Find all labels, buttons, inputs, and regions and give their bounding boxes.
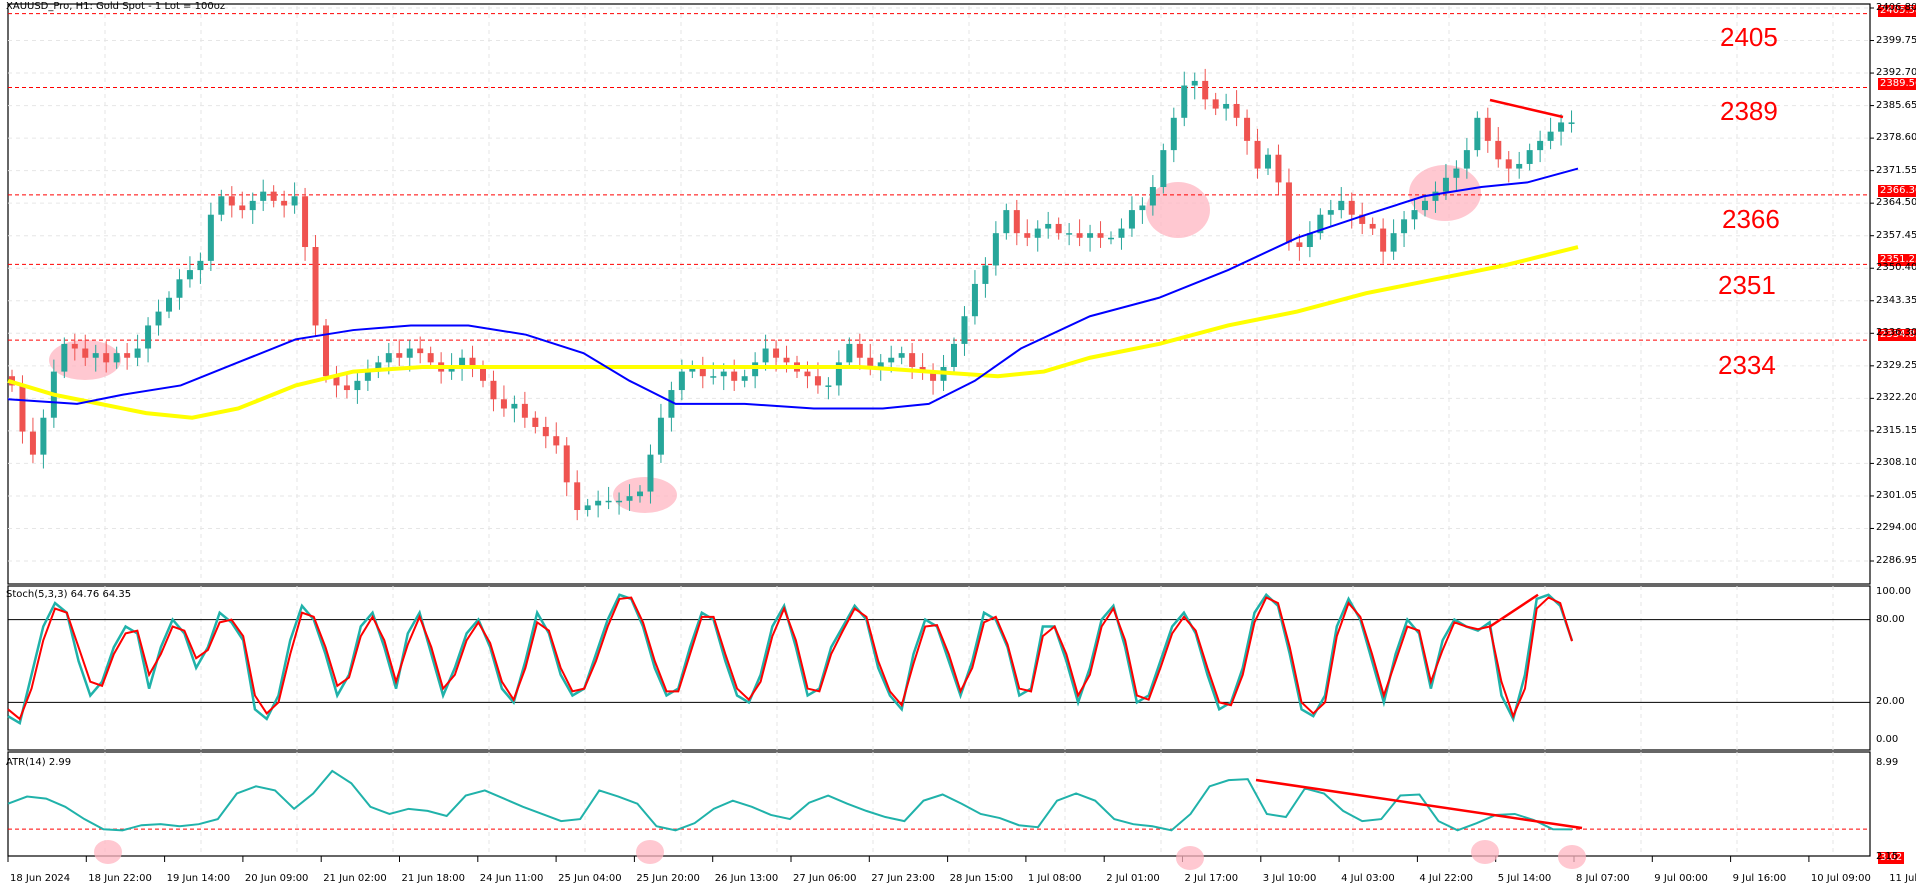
time-axis-label: 4 Jul 22:00 xyxy=(1419,873,1473,884)
price-axis-label: 2301.05 xyxy=(1876,489,1916,501)
time-axis-label: 1 Jul 08:00 xyxy=(1027,873,1082,884)
price-tag-2405: 2405.58 xyxy=(1878,5,1916,17)
price-axis-label: 2357.45 xyxy=(1876,229,1916,241)
price-axis-label: 2364.50 xyxy=(1876,197,1916,209)
price-axis-label: 2336.30 xyxy=(1876,327,1916,339)
time-axis-label: 25 Jun 20:00 xyxy=(636,873,700,884)
price-axis-label: 2378.60 xyxy=(1876,132,1916,144)
time-axis-label: 18 Jun 2024 xyxy=(10,873,71,884)
level-label-2389: 2389 xyxy=(1720,96,1778,126)
level-label-2334: 2334 xyxy=(1718,350,1776,380)
time-axis-label: 21 Jun 02:00 xyxy=(323,873,387,884)
price-tag-atr: 3.02 xyxy=(1878,852,1905,864)
price-axis-label: 2385.65 xyxy=(1876,99,1916,111)
stoch-axis-label: 0.00 xyxy=(1876,734,1899,745)
level-label-2405: 2405 xyxy=(1720,22,1778,52)
level-label-2366: 2366 xyxy=(1722,204,1780,234)
time-axis-label: 20 Jun 09:00 xyxy=(244,873,309,884)
price-axis-label: 2322.20 xyxy=(1876,392,1916,404)
price-axis-label: 2308.10 xyxy=(1876,457,1916,469)
level-label-2351: 2351 xyxy=(1718,270,1776,300)
stoch-axis-label: 20.00 xyxy=(1876,696,1905,708)
price-tag-2351: 2351.25 xyxy=(1878,254,1916,266)
price-tag-2334: 2334.83 xyxy=(1878,329,1916,341)
stoch-axis-label: 80.00 xyxy=(1876,613,1905,625)
atr-title: ATR(14) 2.99 xyxy=(6,757,72,768)
time-axis-label: 18 Jun 22:00 xyxy=(88,873,152,884)
price-axis-label: 2315.15 xyxy=(1876,424,1916,436)
time-axis-label: 27 Jun 06:00 xyxy=(793,873,857,884)
price-axis-label: 2350.40 xyxy=(1876,262,1916,274)
price-axis-label: 2399.75 xyxy=(1876,34,1916,46)
atr-axis-label: 8.99 xyxy=(1876,757,1899,768)
time-axis-label: 24 Jun 11:00 xyxy=(479,873,544,884)
time-axis-label: 3 Jul 10:00 xyxy=(1262,873,1317,884)
price-axis-label: 2294.00 xyxy=(1876,522,1916,534)
time-axis-label: 25 Jun 04:00 xyxy=(558,873,622,884)
time-axis-label: 19 Jun 14:00 xyxy=(166,873,231,884)
time-axis-label: 2 Jul 17:00 xyxy=(1184,873,1239,884)
price-tag-2389: 2389.56 xyxy=(1878,78,1916,90)
time-axis-label: 27 Jun 23:00 xyxy=(871,873,935,884)
price-axis-label: 2343.35 xyxy=(1876,294,1916,306)
time-axis-label: 9 Jul 00:00 xyxy=(1654,873,1708,884)
time-axis-label: 28 Jun 15:00 xyxy=(949,873,1014,884)
time-axis-label: 21 Jun 18:00 xyxy=(401,873,466,884)
price-axis-label: 2329.25 xyxy=(1876,359,1916,371)
chart-title: XAUUSD_Pro, H1: Gold Spot - 1 Lot = 100o… xyxy=(6,1,226,12)
stoch-title: Stoch(5,3,3) 64.76 64.35 xyxy=(6,589,132,600)
time-axis-label: 5 Jul 14:00 xyxy=(1497,873,1552,884)
atr-axis-label: 2.15 xyxy=(1876,851,1899,862)
price-tag-2366: 2366.30 xyxy=(1878,185,1916,197)
time-axis-label: 8 Jul 07:00 xyxy=(1576,873,1630,884)
time-axis-label: 4 Jul 03:00 xyxy=(1341,873,1395,884)
price-axis-label: 2406.80 xyxy=(1876,2,1916,13)
time-axis-label: 2 Jul 01:00 xyxy=(1106,873,1160,884)
time-axis-label: 26 Jun 13:00 xyxy=(714,873,779,884)
time-axis-label: 9 Jul 16:00 xyxy=(1732,873,1787,884)
price-axis-label: 2371.55 xyxy=(1876,164,1916,176)
stoch-axis-label: 100.00 xyxy=(1876,586,1911,597)
time-axis-label: 10 Jul 09:00 xyxy=(1810,873,1871,884)
price-axis-label: 2392.70 xyxy=(1876,67,1916,79)
price-axis-label: 2286.95 xyxy=(1876,555,1916,566)
time-axis-label: 11 Jul 02:00 xyxy=(1889,873,1916,884)
